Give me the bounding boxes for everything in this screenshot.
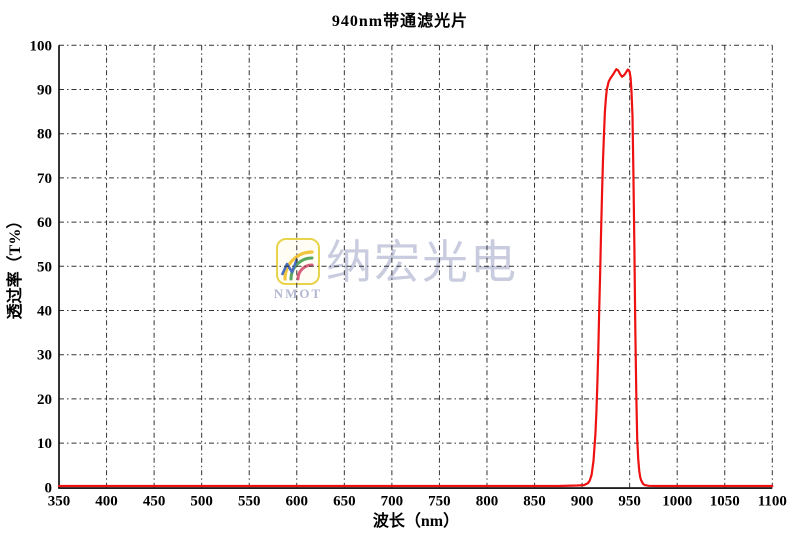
x-tick-label-350: 350 <box>48 493 71 509</box>
y-tick-label-0: 0 <box>45 480 53 496</box>
y-tick-label-70: 70 <box>37 171 52 187</box>
gridlines <box>59 44 773 488</box>
x-tick-label-400: 400 <box>95 493 118 509</box>
tick-labels: 350 400 450 500 550 600 650 700 750 800 850 900 950 1… <box>30 38 787 509</box>
x-tick-label-550: 550 <box>238 493 261 509</box>
x-tick-label-650: 650 <box>333 493 356 509</box>
x-tick-label-950: 950 <box>618 493 641 509</box>
watermark-brand-text: 纳宏光电 <box>326 237 518 288</box>
x-tick-label-600: 600 <box>286 493 309 509</box>
axes <box>58 45 773 489</box>
transmittance-curve <box>57 68 774 488</box>
y-tick-label-10: 10 <box>37 436 52 452</box>
x-tick-label-1000: 1000 <box>662 493 692 509</box>
x-tick-label-1050: 1050 <box>710 493 740 509</box>
series-line-0 <box>57 68 774 488</box>
x-tick-label-500: 500 <box>190 493 213 509</box>
x-tick-label-700: 700 <box>381 493 404 509</box>
x-tick-label-850: 850 <box>523 493 546 509</box>
y-tick-label-20: 20 <box>37 392 52 408</box>
y-tick-label-90: 90 <box>37 83 52 99</box>
x-tick-label-750: 750 <box>428 493 451 509</box>
y-axis-label: 透过率（T%） <box>5 213 24 320</box>
x-tick-label-450: 450 <box>143 493 166 509</box>
y-tick-label-80: 80 <box>37 127 52 143</box>
chart-title: 940nm带通滤光片 <box>331 13 469 30</box>
y-tick-label-40: 40 <box>37 304 52 320</box>
y-tick-label-30: 30 <box>37 348 52 364</box>
y-tick-label-50: 50 <box>37 259 52 275</box>
x-tick-label-1100: 1100 <box>758 493 787 509</box>
nmot-logo-caption: NMOT <box>273 286 323 301</box>
x-tick-label-900: 900 <box>571 493 594 509</box>
y-tick-label-100: 100 <box>30 38 53 54</box>
nmot-logo-icon <box>276 238 320 285</box>
y-tick-label-60: 60 <box>37 215 52 231</box>
x-axis-label: 波长（nm） <box>373 511 459 530</box>
x-tick-label-800: 800 <box>476 493 499 509</box>
